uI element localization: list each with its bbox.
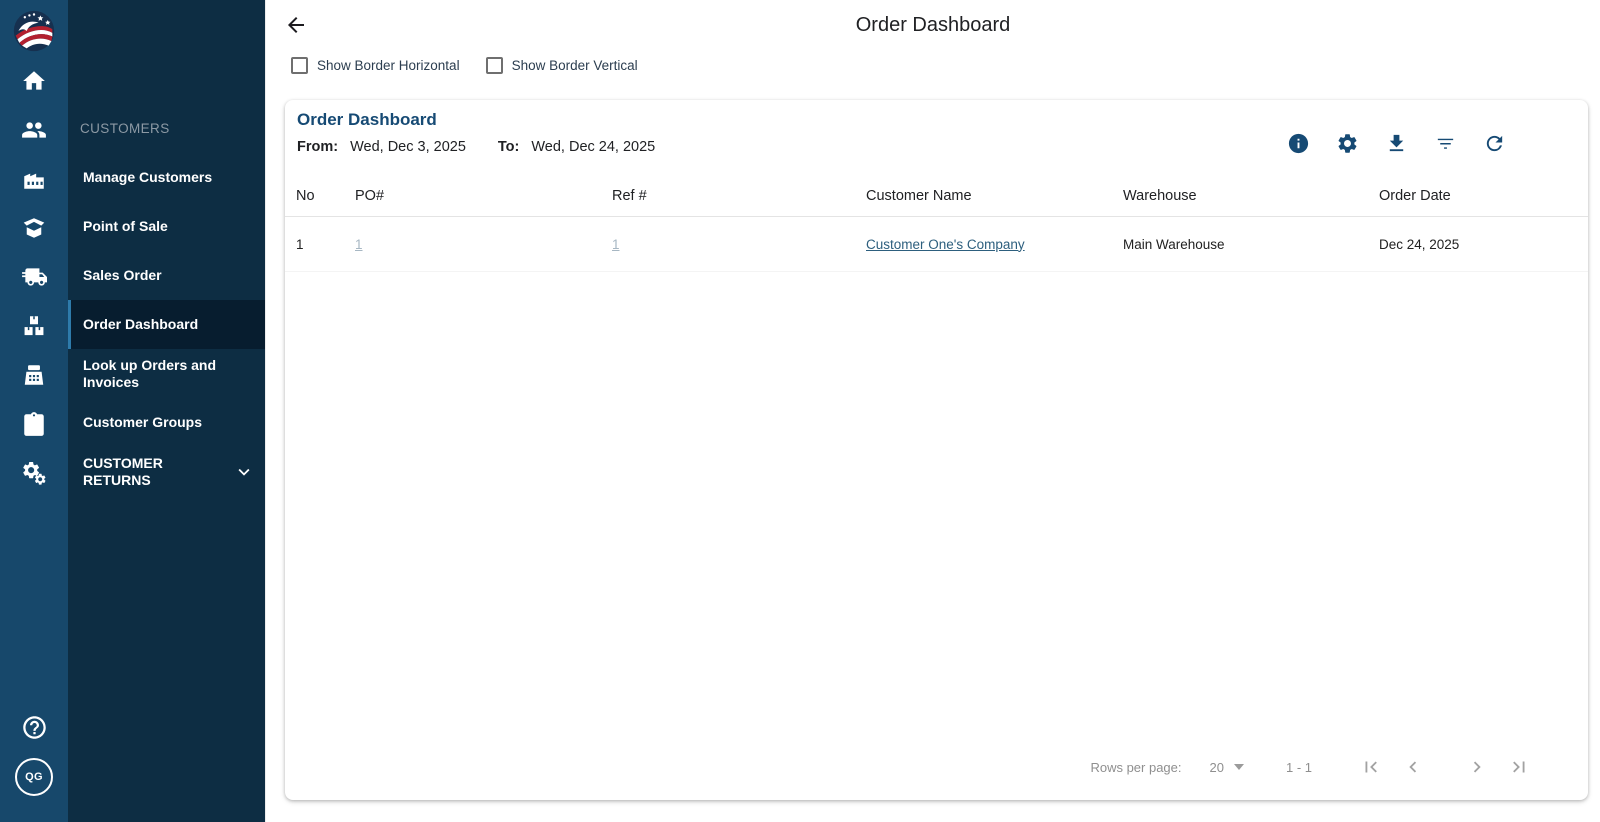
- pallet-boxes-icon[interactable]: [0, 301, 68, 350]
- back-button[interactable]: [284, 13, 308, 40]
- card-header: Order Dashboard From: Wed, Dec 3, 2025 T…: [285, 100, 1588, 155]
- nav-section-customer-returns[interactable]: CUSTOMER RETURNS: [68, 447, 265, 496]
- nav-item-sales-order[interactable]: Sales Order: [83, 267, 162, 283]
- pos-terminal-icon[interactable]: [0, 350, 68, 399]
- settings-gear-icon[interactable]: [1336, 132, 1359, 155]
- order-dashboard-card: Order Dashboard From: Wed, Dec 3, 2025 T…: [285, 100, 1588, 800]
- column-header-warehouse: Warehouse: [1123, 187, 1197, 204]
- card-actions: [1287, 132, 1506, 155]
- first-page-icon: [1365, 761, 1377, 773]
- page-title: Order Dashboard: [855, 13, 1011, 36]
- to-date-value[interactable]: Wed, Dec 24, 2025: [531, 139, 656, 155]
- eagle-flag-logo: [13, 10, 55, 51]
- column-header-no: No: [296, 187, 315, 204]
- table-row: 1 1 1 Customer One's Company Main Wareho…: [285, 217, 1588, 272]
- checkbox-show-border-vertical[interactable]: Show Border Vertical: [485, 56, 638, 74]
- dropdown-caret-icon: [1233, 764, 1244, 770]
- help-icon[interactable]: [21, 714, 48, 744]
- checkbox-show-border-horizontal[interactable]: Show Border Horizontal: [291, 56, 460, 74]
- pagination: Rows per page: 20 1 - 1: [1090, 756, 1530, 778]
- border-toggle-toolbar: Show Border Horizontal Show Border Verti…: [266, 50, 1600, 80]
- ref-number-link[interactable]: 1: [612, 236, 620, 252]
- filter-icon[interactable]: [1434, 132, 1457, 155]
- people-icon[interactable]: [0, 105, 68, 154]
- icon-rail: QG: [0, 0, 68, 822]
- home-icon[interactable]: [0, 56, 68, 105]
- checkbox-icon[interactable]: [291, 56, 308, 74]
- column-header-po: PO#: [355, 187, 385, 204]
- nav-section-customers: CUSTOMERS: [80, 121, 170, 136]
- clipboard-icon[interactable]: [0, 399, 68, 448]
- po-number-link[interactable]: 1: [355, 236, 363, 252]
- cell-no: 1: [296, 236, 304, 252]
- previous-page-button[interactable]: [1402, 756, 1424, 778]
- rows-per-page-label: Rows per page:: [1090, 759, 1182, 775]
- rows-per-page-select[interactable]: 20: [1210, 760, 1244, 775]
- first-page-button[interactable]: [1360, 756, 1382, 778]
- checkbox-icon[interactable]: [485, 56, 503, 74]
- nav-item-look-up-orders-invoices[interactable]: Look up Orders and Invoices: [83, 356, 217, 390]
- app-logo[interactable]: [12, 0, 56, 56]
- user-avatar[interactable]: QG: [15, 758, 53, 796]
- to-label: To:: [497, 139, 520, 155]
- last-page-icon: [1513, 761, 1525, 773]
- cell-warehouse: Main Warehouse: [1123, 236, 1225, 252]
- gears-icon[interactable]: [0, 448, 68, 497]
- download-icon[interactable]: [1385, 132, 1408, 155]
- chevron-right-icon: [1473, 761, 1481, 773]
- chevron-down-icon: [238, 468, 250, 476]
- last-page-button[interactable]: [1508, 756, 1530, 778]
- open-box-icon[interactable]: [0, 203, 68, 252]
- date-range: From: Wed, Dec 3, 2025 To: Wed, Dec 24, …: [297, 139, 655, 155]
- delivery-truck-icon[interactable]: [0, 252, 68, 301]
- customer-name-link[interactable]: Customer One's Company: [866, 236, 1025, 252]
- nav-item-point-of-sale[interactable]: Point of Sale: [83, 218, 168, 234]
- nav-item-order-dashboard[interactable]: Order Dashboard: [68, 300, 265, 349]
- nav-item-manage-customers[interactable]: Manage Customers: [83, 169, 213, 185]
- page-range: 1 - 1: [1285, 759, 1312, 775]
- cell-order-date: Dec 24, 2025: [1379, 236, 1460, 252]
- main-content: Order Dashboard Show Border Horizontal S…: [265, 0, 1600, 822]
- column-header-order-date: Order Date: [1379, 187, 1451, 204]
- factory-icon[interactable]: [0, 154, 68, 203]
- next-page-button[interactable]: [1466, 756, 1488, 778]
- column-header-ref: Ref #: [612, 187, 647, 204]
- table-header-row: No PO# Ref # Customer Name Warehouse Ord…: [285, 175, 1588, 217]
- nav-panel: CUSTOMERS Manage Customers Point of Sale…: [68, 0, 265, 822]
- nav-item-customer-groups[interactable]: Customer Groups: [83, 414, 203, 430]
- card-title: Order Dashboard: [297, 110, 437, 129]
- chevron-left-icon: [1409, 761, 1417, 773]
- refresh-icon[interactable]: [1483, 132, 1506, 155]
- rail-footer: QG: [15, 714, 53, 822]
- info-icon[interactable]: [1287, 132, 1310, 155]
- column-header-customer-name: Customer Name: [866, 187, 972, 204]
- from-label: From:: [297, 139, 339, 155]
- topbar: Order Dashboard: [266, 0, 1600, 50]
- arrow-back-icon: [288, 17, 304, 33]
- from-date-value[interactable]: Wed, Dec 3, 2025: [350, 139, 466, 155]
